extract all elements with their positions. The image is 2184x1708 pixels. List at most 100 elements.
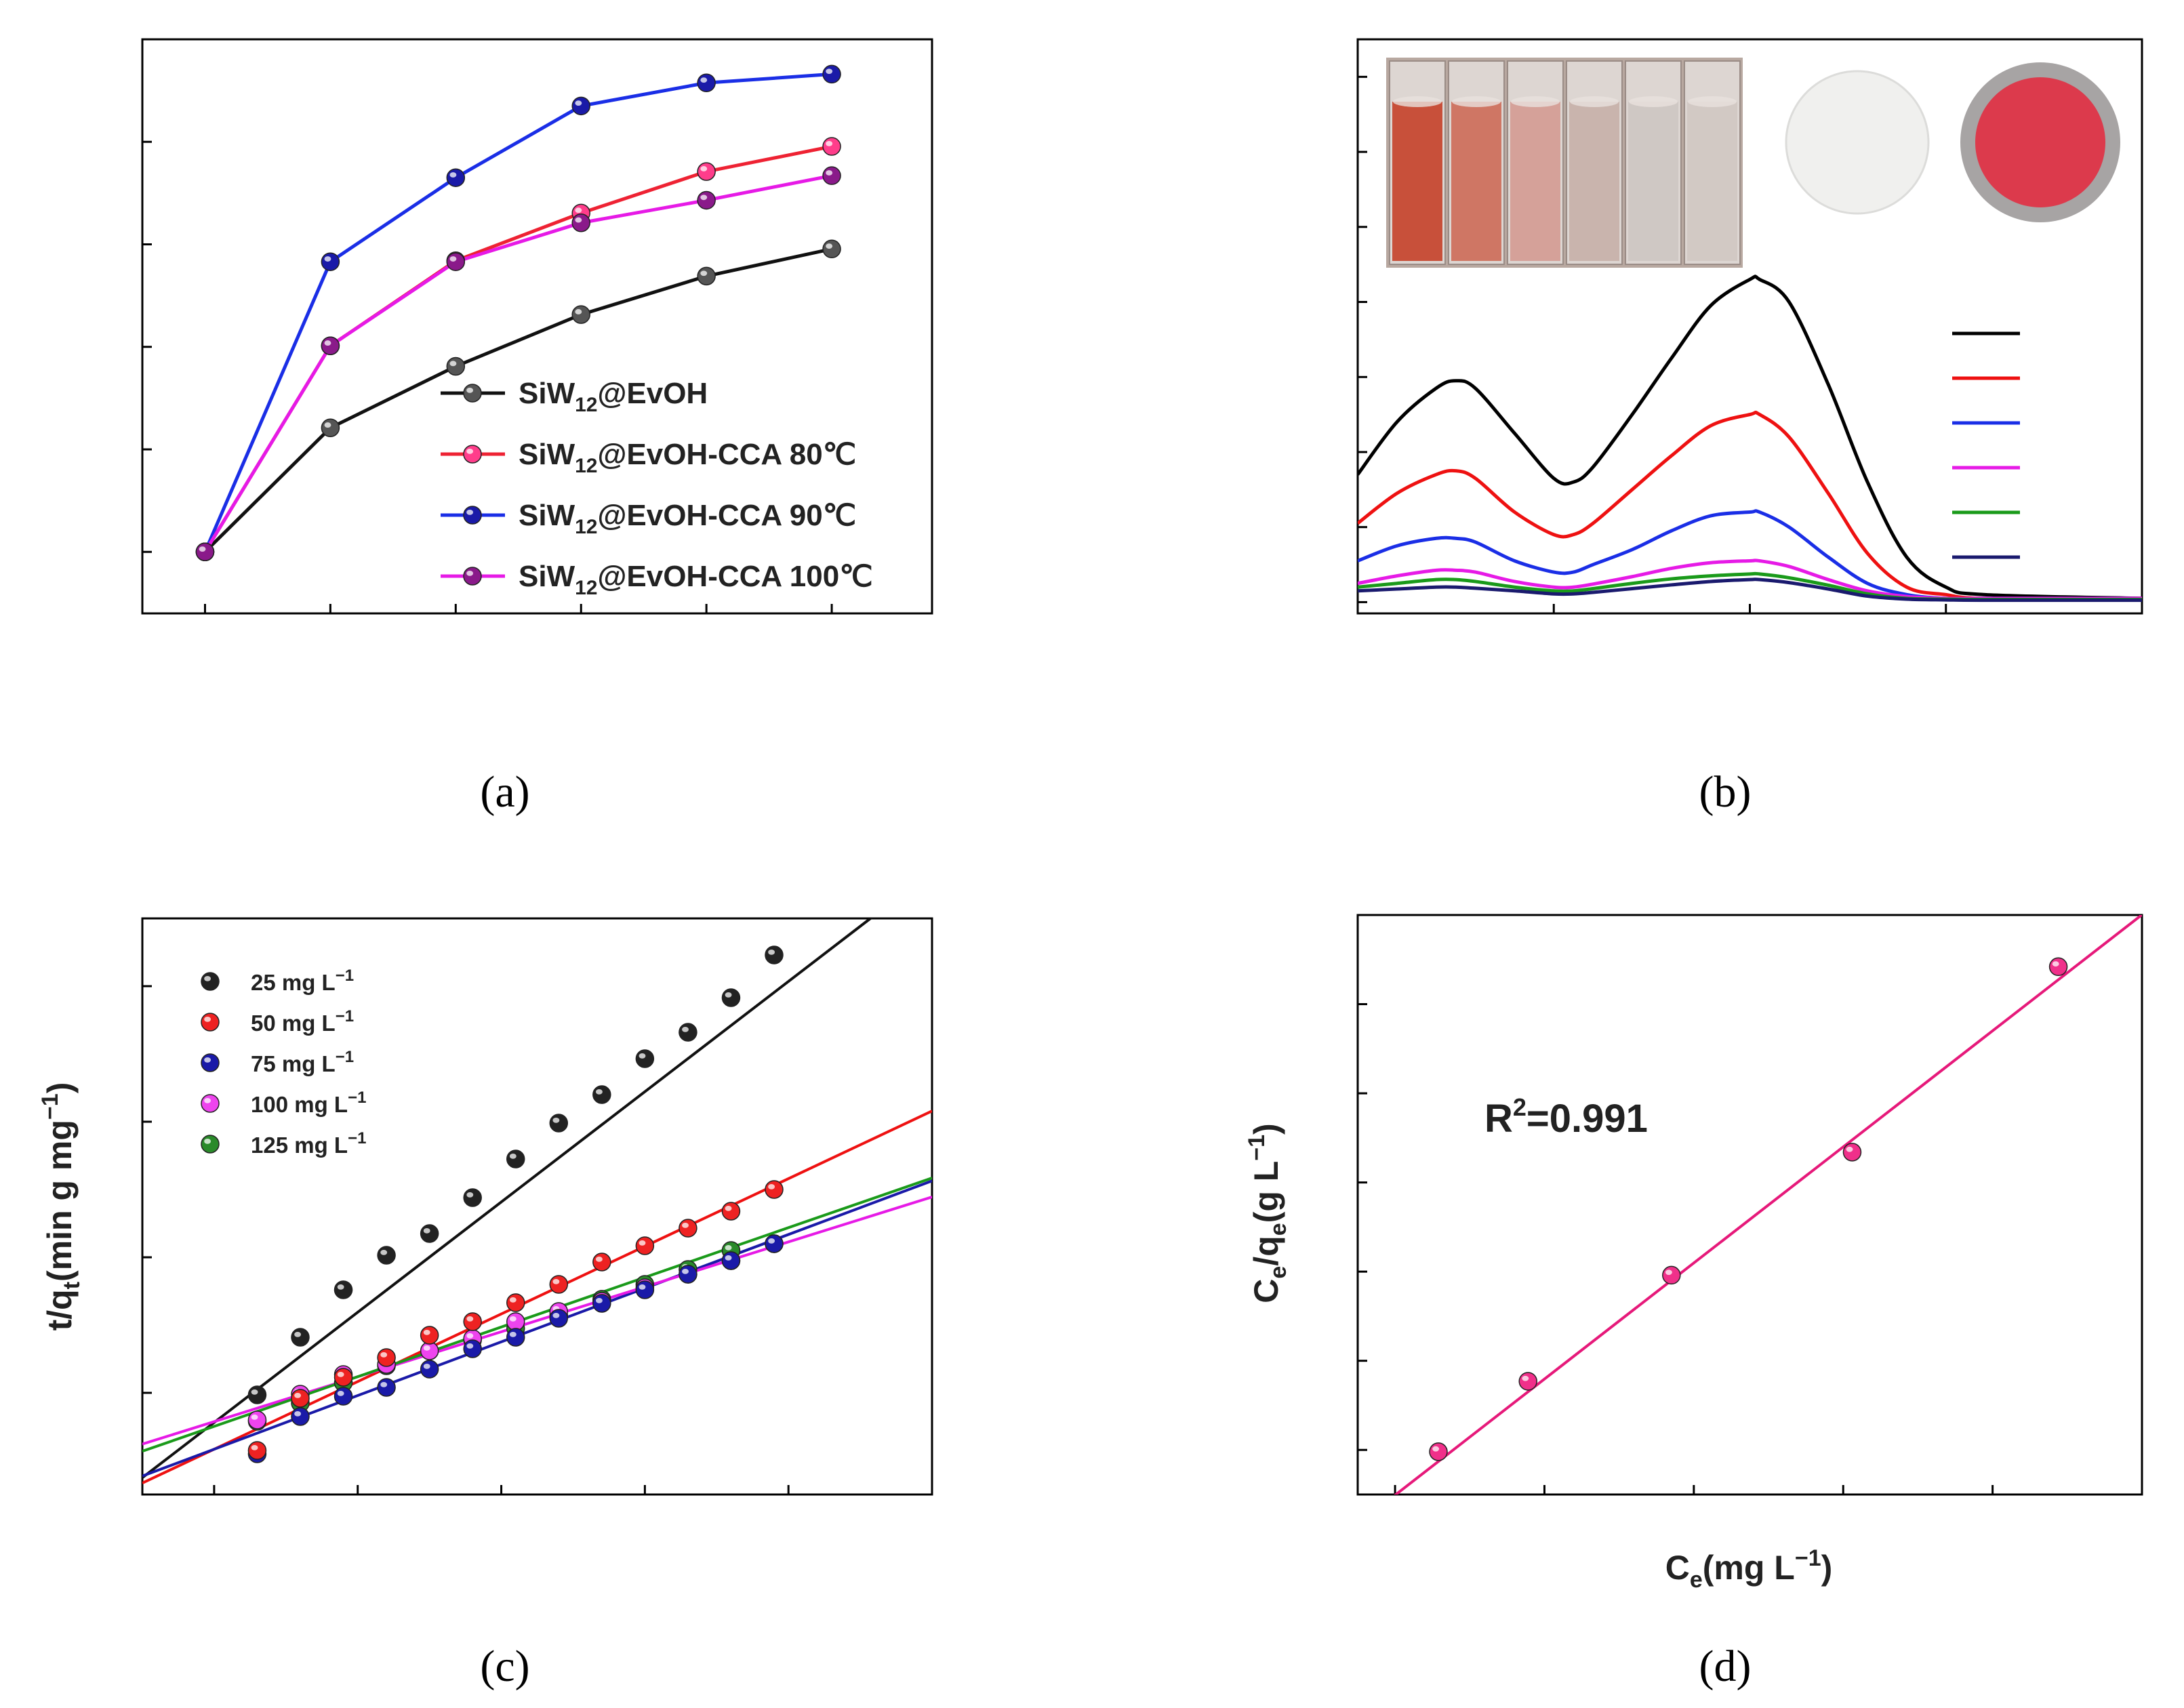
data-point-s0 bbox=[635, 1049, 655, 1068]
fit-line-3 bbox=[142, 1196, 932, 1446]
data-point-s2-body bbox=[822, 64, 841, 84]
legend-main: 75 mg L bbox=[251, 1051, 336, 1076]
legend-label-3: SiW12@EvOH-CCA 100℃ bbox=[519, 560, 873, 599]
spectrum-line-5 bbox=[1358, 577, 2142, 603]
legend-marker-2 bbox=[463, 506, 482, 525]
data-point-s2-highlight bbox=[682, 1268, 689, 1274]
panel-b bbox=[1356, 38, 2143, 615]
data-point-s3-highlight bbox=[251, 1414, 258, 1420]
data-point-s2 bbox=[377, 1378, 396, 1397]
data-point-s2-body bbox=[635, 1280, 655, 1299]
y-label-sub: t bbox=[59, 1282, 85, 1289]
legend-marker-1-body bbox=[463, 445, 482, 464]
data-point-s1-body bbox=[592, 1253, 611, 1272]
data-point bbox=[1842, 1143, 1862, 1162]
data-point-s0-highlight bbox=[423, 1227, 430, 1234]
legend-sub: 12 bbox=[575, 516, 597, 538]
data-point-s0-highlight bbox=[509, 1153, 517, 1159]
data-point-s1 bbox=[506, 1293, 525, 1312]
y-label-end: ) bbox=[1247, 1123, 1285, 1135]
legend-marker-4 bbox=[201, 1135, 220, 1154]
data-point-s2 bbox=[463, 1339, 482, 1358]
data-point-s0 bbox=[321, 418, 340, 437]
vial-meniscus-5 bbox=[1688, 96, 1737, 107]
r2-main: R bbox=[1484, 1097, 1513, 1141]
data-point-s2-highlight bbox=[700, 77, 708, 83]
data-point-s0 bbox=[679, 1023, 697, 1042]
data-point-s0-highlight bbox=[595, 1089, 603, 1095]
legend-marker-2-body bbox=[201, 1053, 220, 1072]
spectrum-line-1 bbox=[1358, 410, 2142, 601]
data-point-s2 bbox=[571, 96, 590, 116]
fit-group bbox=[1394, 915, 2142, 1494]
data-point-body bbox=[1429, 1442, 1448, 1461]
data-point-s2-body bbox=[765, 1234, 784, 1253]
data-point-s0-body bbox=[571, 305, 590, 324]
data-point-s0-body bbox=[721, 988, 741, 1007]
fit-line-1 bbox=[142, 1110, 932, 1484]
vial-liquid-3 bbox=[1569, 102, 1619, 261]
data-point-body bbox=[1662, 1265, 1681, 1285]
series-line-2 bbox=[203, 72, 832, 553]
data-point-s3-body bbox=[446, 252, 466, 271]
data-point-highlight bbox=[1432, 1446, 1440, 1452]
data-point-s2 bbox=[333, 1387, 353, 1406]
data-point-s3 bbox=[321, 336, 340, 355]
data-point-s2-body bbox=[549, 1309, 569, 1328]
data-point-s0-highlight bbox=[768, 949, 775, 955]
data-point-s1-highlight bbox=[380, 1351, 388, 1358]
legend-label-2: 75 mg L−1 bbox=[251, 1048, 354, 1076]
legend-rest: @EvOH bbox=[597, 377, 708, 410]
data-point-s3 bbox=[247, 1410, 267, 1429]
data-point-s0 bbox=[247, 1385, 267, 1404]
r2-rest: =0.991 bbox=[1526, 1097, 1648, 1141]
data-point-s1-body bbox=[635, 1236, 655, 1255]
data-point-s1-highlight bbox=[682, 1222, 689, 1228]
y-axis-label: Ce/qe(g L−1) bbox=[1244, 1123, 1291, 1303]
vial-liquid-5 bbox=[1687, 102, 1737, 261]
series-line-3 bbox=[203, 174, 832, 553]
legend-marker-3-highlight bbox=[204, 1097, 211, 1103]
data-point-s2-highlight bbox=[449, 172, 457, 178]
data-point-s0 bbox=[592, 1085, 611, 1104]
data-point-s3-body bbox=[247, 1410, 267, 1429]
data-point-s0-body bbox=[592, 1085, 611, 1104]
legend-marker-2-highlight bbox=[466, 509, 474, 515]
data-point-s2 bbox=[635, 1280, 655, 1299]
data-point-s1-highlight bbox=[575, 207, 582, 214]
legend-marker-1 bbox=[463, 445, 482, 464]
data-point-s1 bbox=[333, 1368, 353, 1387]
legend-rest: @EvOH-CCA 100℃ bbox=[597, 560, 872, 593]
legend-sup: −1 bbox=[336, 967, 354, 985]
data-point-highlight bbox=[1665, 1269, 1672, 1276]
data-point-s1-highlight bbox=[725, 1205, 732, 1211]
data-point-s1-body bbox=[291, 1389, 310, 1408]
data-point-s0-highlight bbox=[466, 1192, 474, 1198]
filter-membrane-dyed bbox=[1975, 77, 2105, 207]
legend-marker-0 bbox=[201, 972, 220, 991]
legend-label-0: 25 mg L−1 bbox=[251, 967, 354, 995]
photo-inset bbox=[1386, 58, 2120, 268]
data-point-s3-highlight bbox=[449, 256, 457, 262]
spectrum-line-0 bbox=[1358, 274, 2142, 601]
data-point-s2-highlight bbox=[380, 1381, 388, 1387]
data-point-s0-body bbox=[822, 239, 841, 259]
data-point-s0 bbox=[697, 266, 716, 286]
fit-line-0 bbox=[142, 918, 873, 1479]
legend-main: SiW bbox=[519, 499, 575, 532]
data-point-s0-highlight bbox=[700, 270, 708, 277]
legend-marker-3-body bbox=[201, 1094, 220, 1113]
data-point-s0 bbox=[333, 1280, 353, 1299]
data-point-s1-highlight bbox=[700, 166, 708, 171]
data-point-s0-body bbox=[377, 1246, 396, 1265]
legend-marker-2 bbox=[201, 1053, 220, 1072]
data-point-s1 bbox=[420, 1326, 439, 1345]
data-point-s2-highlight bbox=[826, 68, 833, 75]
data-point-s0 bbox=[291, 1328, 310, 1347]
data-point-s0 bbox=[765, 946, 784, 964]
data-point-highlight bbox=[1846, 1146, 1853, 1152]
data-point bbox=[1662, 1265, 1681, 1285]
data-point-s0-body bbox=[291, 1328, 310, 1347]
legend-label-4: 125 mg L−1 bbox=[251, 1129, 366, 1158]
data-point-s1 bbox=[463, 1312, 482, 1331]
